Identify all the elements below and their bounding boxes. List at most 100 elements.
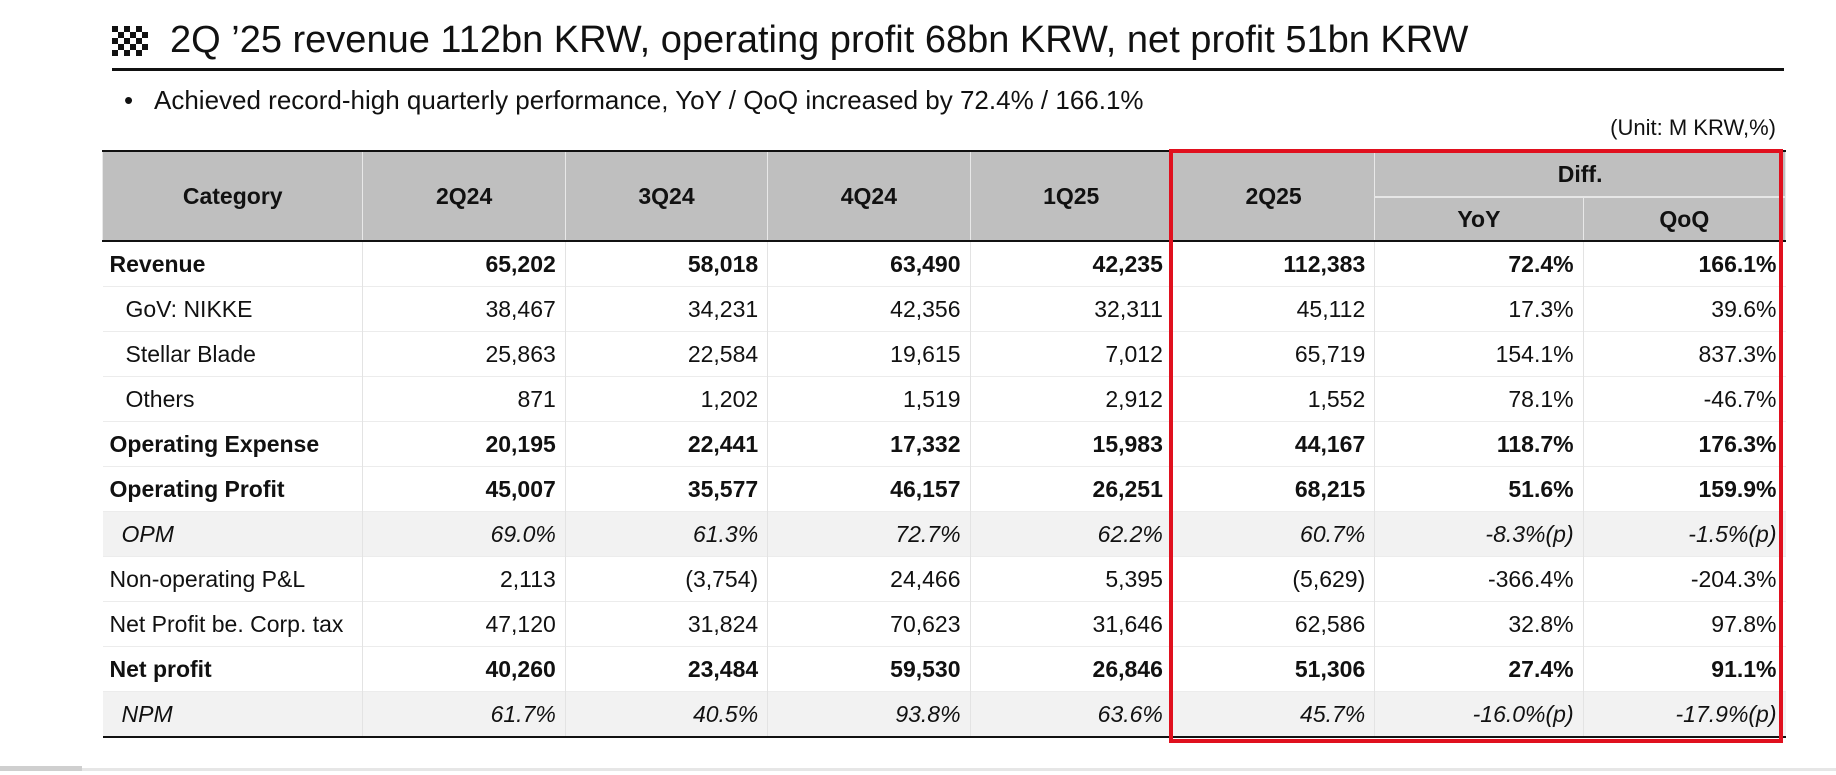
cell-value: 1,519 [767,376,971,422]
cell-value: 44,167 [1171,421,1375,467]
cell-value: 24,466 [767,556,971,602]
row-label: Stellar Blade [102,331,363,377]
cell-value: 46,157 [767,466,971,512]
cell-value: 60.7% [1171,511,1375,557]
cell-value: 23,484 [564,646,768,692]
page-title: 2Q ’25 revenue 112bn KRW, operating prof… [170,19,1469,61]
row-label: Operating Profit [102,466,363,512]
cell-yoy: 32.8% [1374,601,1584,647]
cell-yoy: 27.4% [1374,646,1584,692]
table-row-net-profit-before-tax: Net Profit be. Corp. tax 47,120 31,824 7… [102,601,1786,647]
header-diff: Diff. [1374,151,1786,197]
bottom-divider [0,768,1836,771]
bullet-dot: • [124,85,134,115]
cell-value: 72.7% [767,511,971,557]
cell-value: 26,846 [969,646,1173,692]
cell-value: 31,646 [969,601,1173,647]
table-row-net-profit: Net profit 40,260 23,484 59,530 26,846 5… [102,646,1786,692]
cell-value: 31,824 [564,601,768,647]
cell-value: (5,629) [1171,556,1375,602]
row-label: OPM [102,511,363,557]
cell-value: 32,311 [969,286,1173,332]
summary-text: Achieved record-high quarterly performan… [154,85,1144,115]
cell-value: 2,113 [362,556,566,602]
cell-value: 19,615 [767,331,971,377]
cell-value: 42,356 [767,286,971,332]
cell-value: 45,007 [362,466,566,512]
header-2q24: 2Q24 [362,151,566,241]
header-yoy: YoY [1374,196,1584,241]
cell-value: 42,235 [969,240,1173,287]
cell-yoy: -366.4% [1374,556,1584,602]
header-3q24: 3Q24 [564,151,769,241]
row-label: Revenue [102,240,363,287]
cell-value: 61.3% [564,511,768,557]
cell-value: 2,912 [969,376,1173,422]
scroll-indicator [0,766,82,771]
cell-qoq: 97.8% [1582,601,1786,647]
cell-value: 62,586 [1171,601,1375,647]
table-row-npm: NPM 61.7% 40.5% 93.8% 63.6% 45.7% -16.0%… [102,691,1786,738]
header-2q25: 2Q25 [1171,151,1376,241]
cell-value: 1,202 [564,376,768,422]
cell-yoy: 17.3% [1374,286,1584,332]
checkered-flag-icon [112,26,148,56]
cell-value: 15,983 [969,421,1173,467]
cell-yoy: 72.4% [1374,240,1584,287]
table-row-operating-expense: Operating Expense 20,195 22,441 17,332 1… [102,421,1786,467]
cell-value: 59,530 [767,646,971,692]
cell-value: 7,012 [969,331,1173,377]
table-row-opm: OPM 69.0% 61.3% 72.7% 62.2% 60.7% -8.3%(… [102,511,1786,557]
header-qoq: QoQ [1582,196,1787,241]
cell-value: 62.2% [969,511,1173,557]
cell-value: 47,120 [362,601,566,647]
cell-value: 51,306 [1171,646,1375,692]
cell-value: (3,754) [564,556,768,602]
cell-value: 38,467 [362,286,566,332]
financial-table: Category 2Q24 3Q24 4Q24 1Q25 2Q25 Diff. … [101,150,1787,738]
header-category: Category [101,151,364,241]
table-row-revenue: Revenue 65,202 58,018 63,490 42,235 112,… [102,240,1786,287]
cell-value: 61.7% [362,691,566,738]
cell-qoq: -17.9%(p) [1582,691,1786,738]
cell-value: 871 [362,376,566,422]
cell-yoy: 154.1% [1374,331,1584,377]
cell-qoq: 176.3% [1582,421,1786,467]
cell-qoq: -204.3% [1582,556,1786,602]
cell-value: 68,215 [1171,466,1375,512]
cell-yoy: -16.0%(p) [1374,691,1584,738]
cell-yoy: -8.3%(p) [1374,511,1584,557]
cell-value: 35,577 [564,466,768,512]
cell-qoq: 837.3% [1582,331,1786,377]
cell-value: 112,383 [1171,240,1375,287]
cell-yoy: 78.1% [1374,376,1584,422]
cell-value: 70,623 [767,601,971,647]
cell-value: 65,202 [362,240,566,287]
cell-value: 22,441 [564,421,768,467]
row-label: Non-operating P&L [102,556,363,602]
row-label: GoV: NIKKE [102,286,363,332]
cell-value: 22,584 [564,331,768,377]
cell-value: 5,395 [969,556,1173,602]
cell-value: 25,863 [362,331,566,377]
table-row-stellar-blade: Stellar Blade 25,863 22,584 19,615 7,012… [102,331,1786,377]
cell-value: 20,195 [362,421,566,467]
row-label: Net Profit be. Corp. tax [102,601,363,647]
cell-value: 63,490 [767,240,971,287]
slide-title-bar: 2Q ’25 revenue 112bn KRW, operating prof… [112,14,1784,71]
table-row-gov-nikke: GoV: NIKKE 38,467 34,231 42,356 32,311 4… [102,286,1786,332]
cell-value: 45,112 [1171,286,1375,332]
cell-qoq: 91.1% [1582,646,1786,692]
table-row-others: Others 871 1,202 1,519 2,912 1,552 78.1%… [102,376,1786,422]
cell-value: 1,552 [1171,376,1375,422]
cell-value: 26,251 [969,466,1173,512]
cell-yoy: 51.6% [1374,466,1584,512]
row-label: Net profit [102,646,363,692]
cell-qoq: -1.5%(p) [1582,511,1786,557]
cell-value: 65,719 [1171,331,1375,377]
cell-value: 34,231 [564,286,768,332]
cell-value: 40.5% [564,691,768,738]
cell-value: 93.8% [767,691,971,738]
row-label: Others [102,376,363,422]
cell-value: 63.6% [969,691,1173,738]
